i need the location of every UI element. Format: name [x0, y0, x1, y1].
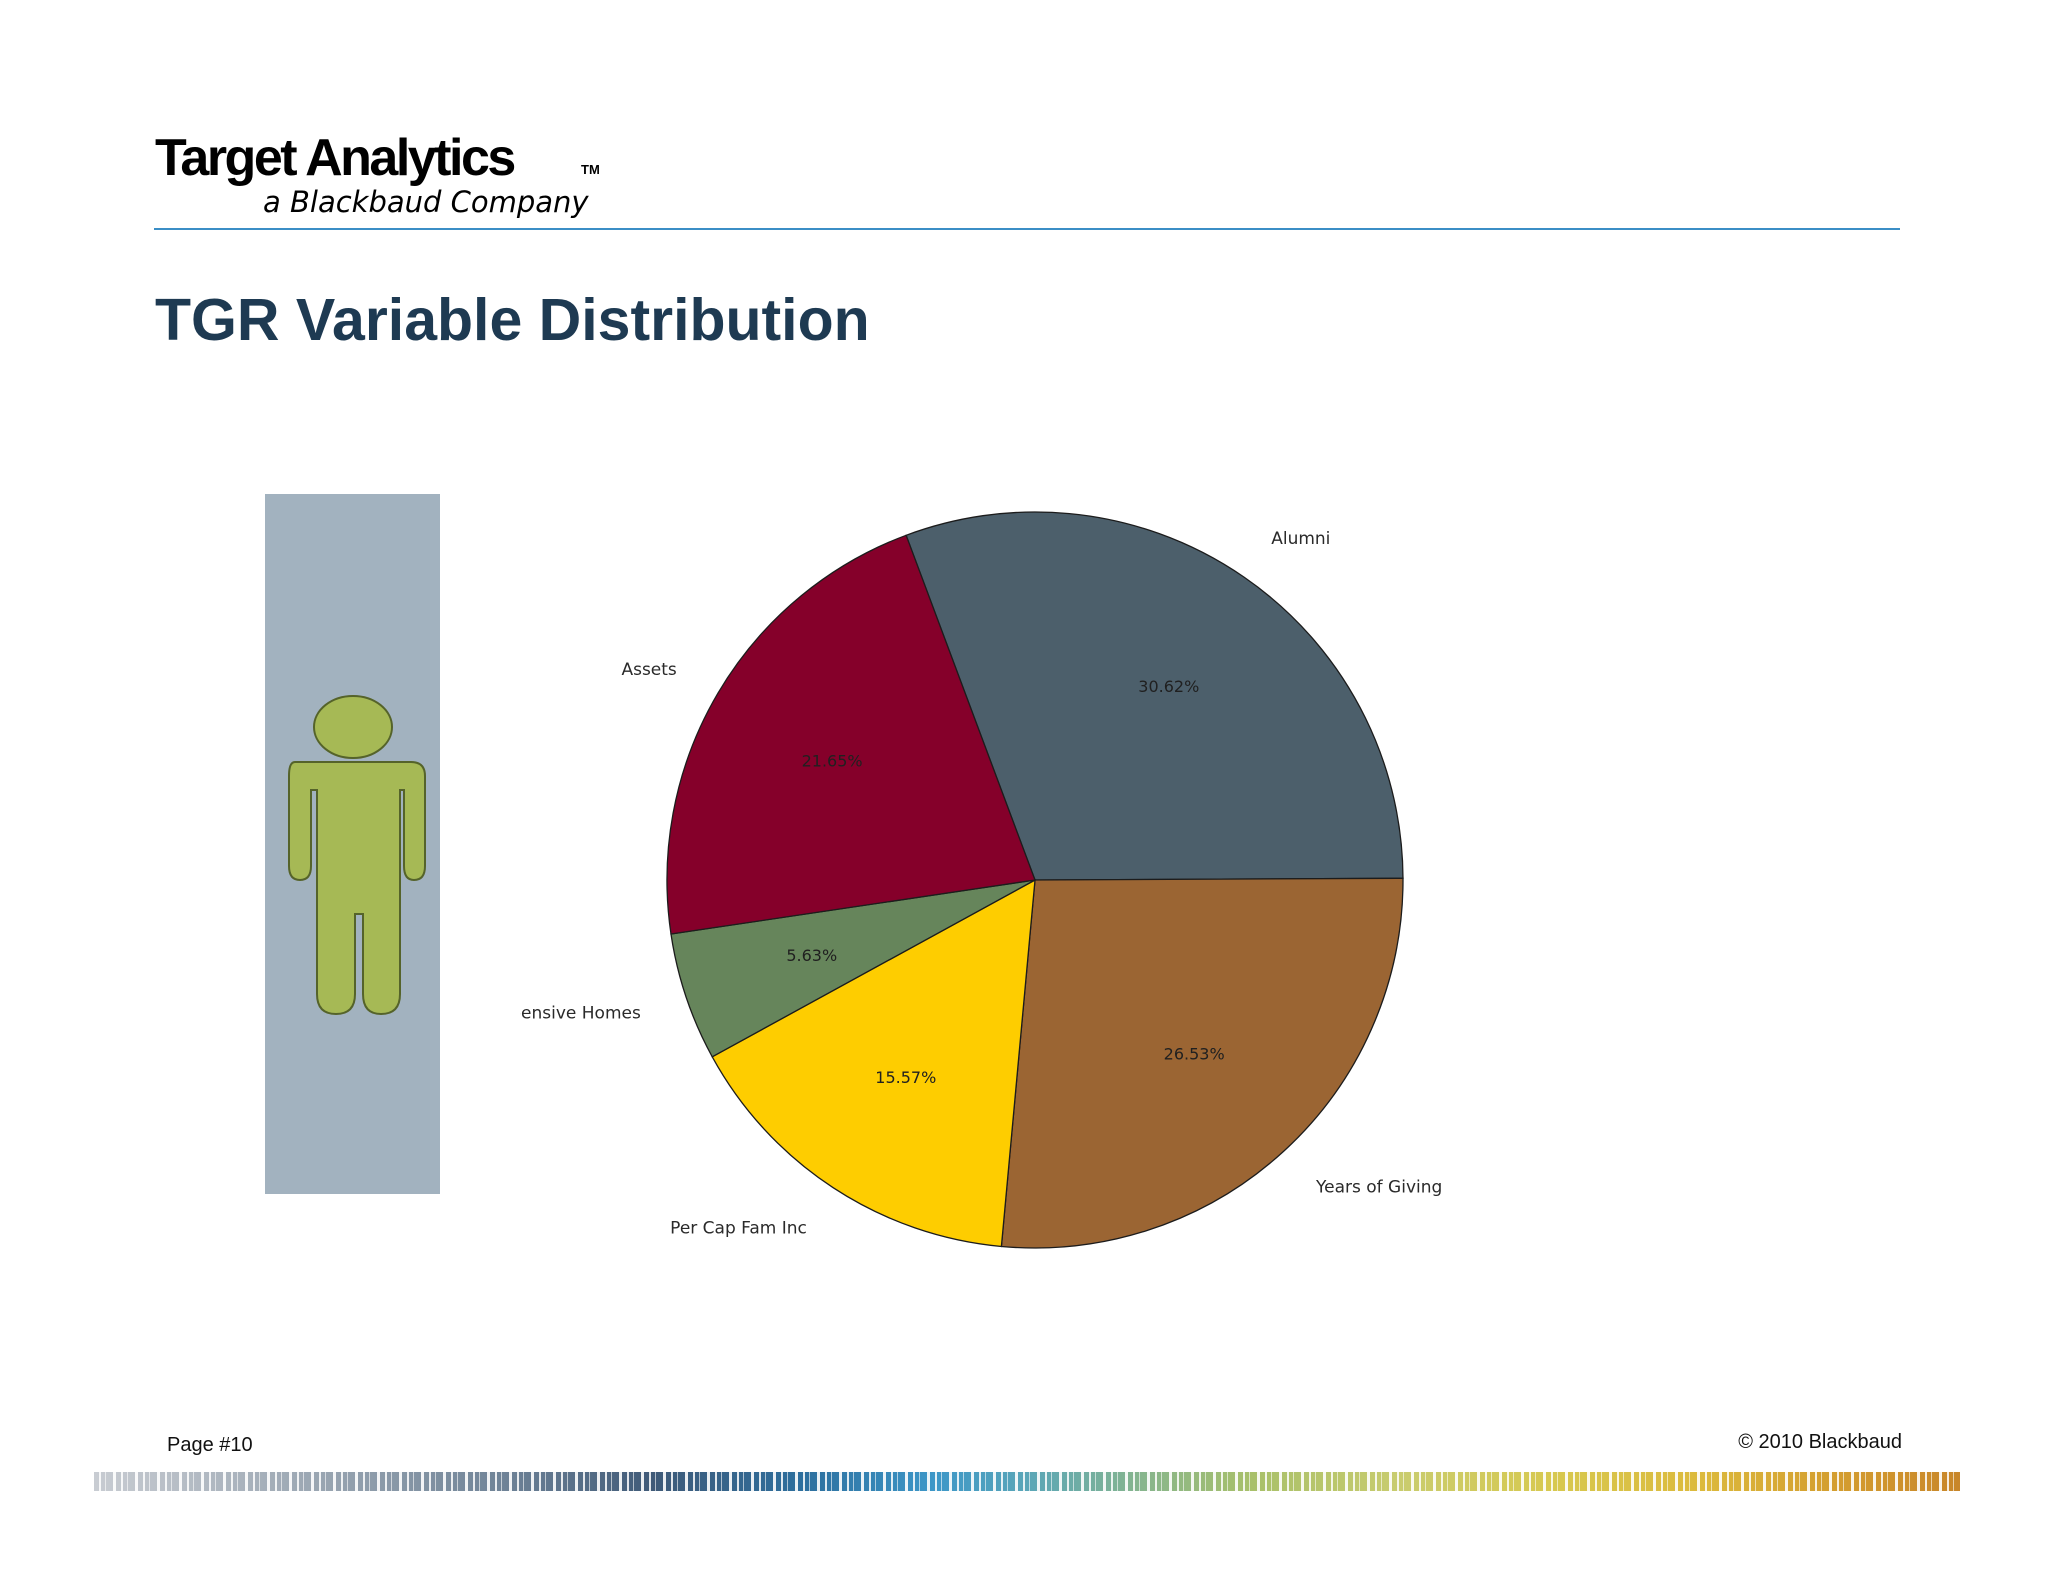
page-title: TGR Variable Distribution — [155, 287, 870, 353]
slice-category-label: Years of Giving — [1315, 1178, 1442, 1198]
pie-slice-assets — [666, 534, 1036, 935]
copyright-notice: © 2010 Blackbaud — [1738, 1431, 1902, 1453]
logo-main-text: Target Analytics — [155, 129, 516, 187]
logo-trademark: TM — [581, 162, 600, 177]
person-body — [288, 761, 426, 1016]
slice-category-label: Assets — [621, 660, 676, 680]
pie-slice-expensive-homes — [670, 879, 1036, 1058]
pie-chart-svg: 30.62% Alumni 26.53% Years of Giving 15.57% P… — [489, 511, 1442, 1249]
pie-chart: 30.62% Alumni 26.53% Years of Giving 15.57% P… — [489, 480, 1620, 1280]
logo-subtitle: a Blackbaud Company — [263, 185, 589, 219]
slice-value-label: 26.53% — [1164, 1045, 1225, 1064]
pie-slice-per-cap-fam-inc — [711, 878, 1036, 1248]
company-logo: Target Analytics TM a Blackbaud Company — [155, 128, 615, 224]
person-icon — [288, 695, 426, 1016]
slice-category-label: Expensive Homes — [520, 1003, 641, 1023]
slice-value-label: 5.63% — [786, 946, 837, 965]
footer-color-bar-stripes — [94, 1472, 1960, 1491]
slice-value-label: 30.62% — [1138, 677, 1199, 696]
person-head — [313, 695, 393, 759]
pie-slice-alumni — [905, 511, 1404, 881]
slice-category-label: Per Cap Fam Inc — [670, 1219, 807, 1239]
slice-category-label: Alumni — [1271, 529, 1330, 549]
slice-value-label: 21.65% — [802, 751, 863, 770]
pie-slice-years-of-giving — [1000, 877, 1404, 1249]
page-number: Page #10 — [167, 1434, 253, 1456]
person-figure-panel — [265, 494, 440, 1194]
header-divider — [154, 228, 1900, 230]
slice-value-label: 15.57% — [875, 1068, 936, 1087]
